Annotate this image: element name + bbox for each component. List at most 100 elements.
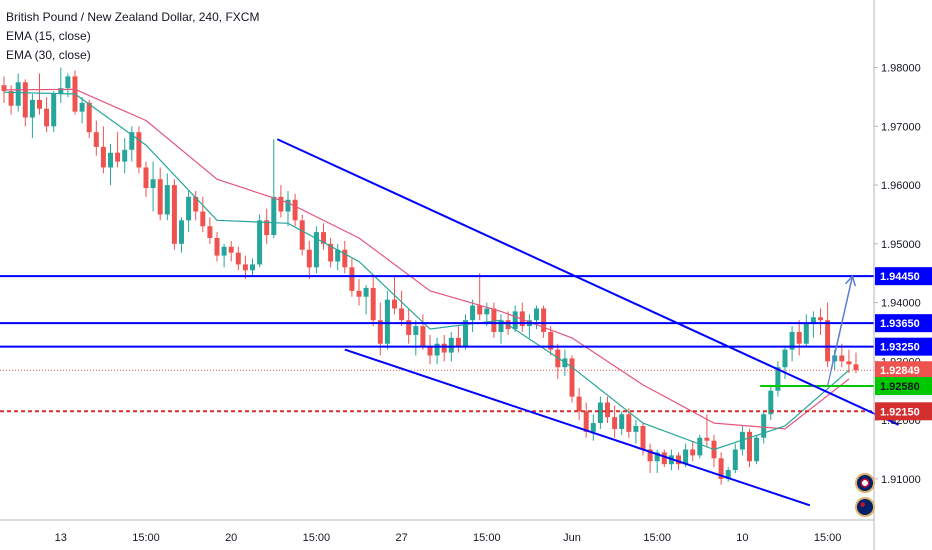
candle-body xyxy=(803,323,809,344)
candle xyxy=(299,214,305,256)
time-tick-label: 15:00 xyxy=(303,532,331,544)
levels-layer xyxy=(0,275,874,413)
candle xyxy=(171,179,177,250)
candle-body xyxy=(512,311,518,330)
level-price-tag-label: 1.93250 xyxy=(880,342,920,354)
time-axis[interactable]: 13 15:00 20 15:00 27 15:00 Jun 15:00 10 15:00 xyxy=(0,519,874,544)
candle xyxy=(690,440,696,462)
candle xyxy=(93,120,99,156)
price-tick-label: 1.95000 xyxy=(881,239,921,251)
candle-body xyxy=(839,355,845,362)
time-tick-label: 15:00 xyxy=(132,532,160,544)
candle-body xyxy=(775,367,781,391)
candle-body xyxy=(164,185,170,215)
ema15-legend: EMA (15, close) xyxy=(6,29,91,43)
support-price-tag: 1.92150 xyxy=(875,402,932,421)
price-tick-label: 1.94000 xyxy=(881,298,921,310)
candle-body xyxy=(704,437,710,441)
candle xyxy=(463,314,468,350)
time-tick-label: 15:00 xyxy=(473,532,501,544)
candle-body xyxy=(491,308,497,332)
candle-body xyxy=(214,237,220,256)
candle-body xyxy=(235,252,241,265)
candle-body xyxy=(384,299,390,344)
candle-body xyxy=(818,317,823,321)
candle-body xyxy=(413,326,419,335)
nzd-flag-icon[interactable] xyxy=(855,497,875,517)
candle xyxy=(754,434,760,465)
candle xyxy=(292,193,298,227)
candle xyxy=(335,243,341,271)
candle xyxy=(732,443,738,473)
candle xyxy=(548,326,554,356)
candle xyxy=(193,190,199,221)
candle xyxy=(313,226,319,274)
candle-body xyxy=(420,326,426,347)
candle-body xyxy=(619,414,625,429)
candle-body xyxy=(406,320,412,335)
candle-body xyxy=(250,264,255,271)
candle-body xyxy=(832,355,838,362)
candle xyxy=(605,396,610,424)
candle xyxy=(136,126,142,174)
candle xyxy=(72,70,78,115)
gbp-flag-icon[interactable] xyxy=(855,473,875,493)
candle-body xyxy=(470,305,476,321)
candle-body xyxy=(796,331,802,344)
candle xyxy=(115,132,121,168)
candle xyxy=(477,273,483,321)
price-axis[interactable]: 1.980001.970001.960001.950001.940001.930… xyxy=(873,0,932,550)
candle-body xyxy=(427,346,433,356)
time-tick-label: 10 xyxy=(736,532,748,544)
candle xyxy=(58,67,64,103)
support-price-tag-bg xyxy=(875,402,932,421)
chart-legend: British Pound / New Zealand Dollar, 240,… xyxy=(6,8,259,65)
candle-body xyxy=(37,99,42,109)
candle xyxy=(321,223,326,250)
candle-body xyxy=(370,287,376,321)
candle xyxy=(810,311,816,338)
time-tick-label: 13 xyxy=(55,532,67,544)
level-price-tag-label: 1.93650 xyxy=(880,318,920,330)
candle-body xyxy=(193,196,199,212)
candle xyxy=(143,161,149,197)
candle xyxy=(22,79,28,127)
candle xyxy=(342,240,348,274)
candle-body xyxy=(207,226,213,238)
candle-body xyxy=(725,470,731,479)
candle xyxy=(399,290,405,327)
ema-layer xyxy=(3,88,850,451)
candle-body xyxy=(484,308,490,315)
candle-body xyxy=(640,425,646,450)
candle xyxy=(413,320,419,356)
candle xyxy=(264,208,270,244)
candle xyxy=(221,243,227,268)
candle-body xyxy=(654,452,660,462)
candle xyxy=(470,299,476,332)
candle-body xyxy=(782,349,788,368)
candle xyxy=(846,349,852,374)
projection-arrow-tail xyxy=(827,370,832,387)
candle xyxy=(718,452,724,485)
trend-line xyxy=(344,348,811,507)
candle xyxy=(576,387,582,421)
candle xyxy=(51,91,57,133)
candle-body xyxy=(22,82,28,118)
candle xyxy=(803,314,809,347)
candle-body xyxy=(576,396,582,412)
candle xyxy=(65,73,71,97)
last-price-tag-bg xyxy=(875,361,932,380)
candle-body xyxy=(754,437,760,462)
green-price-tag-bg xyxy=(875,377,932,396)
candle xyxy=(455,326,461,353)
candle-body xyxy=(676,455,681,465)
candle-body xyxy=(313,232,319,268)
candle-body xyxy=(278,196,284,212)
candle xyxy=(370,276,376,327)
candle-body xyxy=(697,437,703,456)
candle xyxy=(179,217,184,253)
candle-body xyxy=(179,220,184,244)
candle xyxy=(129,126,135,162)
ema15-line xyxy=(3,91,850,451)
candle xyxy=(122,138,128,174)
